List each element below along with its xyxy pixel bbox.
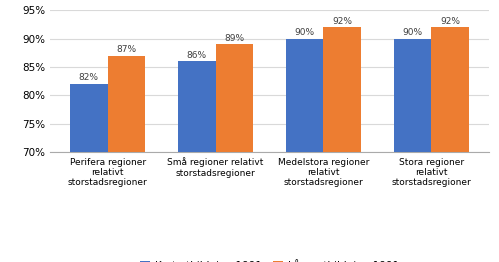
Bar	[216, 45, 253, 262]
Bar	[70, 84, 108, 262]
Bar	[178, 61, 216, 262]
Bar	[323, 28, 361, 262]
Legend: Kort utbildning 1991, Lång utbildning 1991: Kort utbildning 1991, Lång utbildning 19…	[140, 259, 399, 262]
Bar	[285, 39, 323, 262]
Bar	[108, 56, 145, 262]
Text: 87%: 87%	[116, 45, 137, 54]
Bar	[431, 28, 469, 262]
Text: 86%: 86%	[187, 51, 207, 60]
Text: 92%: 92%	[332, 17, 352, 26]
Bar	[394, 39, 431, 262]
Text: 90%: 90%	[294, 28, 314, 37]
Text: 92%: 92%	[440, 17, 460, 26]
Text: 89%: 89%	[225, 34, 245, 43]
Text: 82%: 82%	[79, 73, 99, 82]
Text: 90%: 90%	[402, 28, 423, 37]
